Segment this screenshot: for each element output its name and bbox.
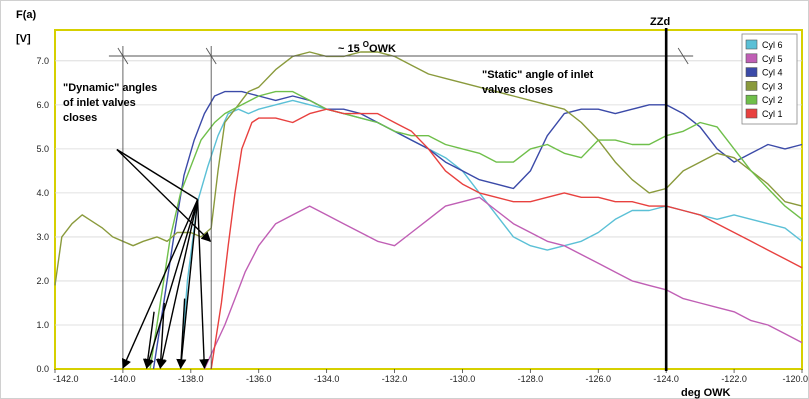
static-label-line1: "Static" angle of inlet: [482, 69, 594, 81]
dynamic-label-line3: closes: [63, 112, 97, 124]
x-tick-label: -140.0: [110, 374, 136, 384]
x-tick-label: -136.0: [246, 374, 272, 384]
y-tick-label: 0.0: [36, 364, 49, 374]
series-line-cyl-3: [54, 51, 803, 286]
pointer-arrow: [144, 199, 199, 369]
y-tick-label: 2.0: [36, 276, 49, 286]
y-tick-label: 4.0: [36, 188, 49, 198]
legend-swatch-cyl-1: [745, 108, 758, 119]
y-tick-label: 7.0: [36, 56, 49, 66]
pointer-arrow: [155, 302, 166, 369]
x-tick-label: -122.0: [721, 374, 747, 384]
legend-label-cyl-6: Cyl 6: [762, 40, 783, 50]
pointer-arrow: [196, 199, 209, 369]
x-tick-label: -120.0: [782, 374, 808, 384]
series-line-cyl-4: [152, 90, 803, 370]
y-axis-label-line1: F(a): [16, 9, 37, 21]
pointer-arrow: [176, 199, 199, 369]
pointer-arrow: [122, 199, 199, 369]
top-span-tick: [205, 47, 217, 65]
series-lines: [54, 51, 803, 370]
x-tick-label: -130.0: [450, 374, 476, 384]
y-tick-label: 3.0: [36, 232, 49, 242]
y-tick-label: 1.0: [36, 320, 49, 330]
legend-swatch-cyl-2: [745, 94, 758, 105]
x-tick-label: -132.0: [382, 374, 408, 384]
zzd-label: ZZd: [650, 16, 670, 28]
legend-label-cyl-3: Cyl 3: [762, 81, 783, 91]
x-tick-label: -142.0: [53, 374, 79, 384]
legend-swatch-cyl-6: [745, 39, 758, 50]
top-span-tick: [677, 47, 689, 65]
series-line-cyl-1: [210, 108, 803, 370]
legend-label-cyl-2: Cyl 2: [762, 95, 783, 105]
static-label-line2: valves closes: [482, 84, 553, 96]
pointer-line: [116, 148, 198, 201]
legend-label-cyl-1: Cyl 1: [762, 109, 783, 119]
pointer-arrow: [116, 148, 212, 243]
x-axis-ticks: -142.0 -140.0 -138.0 -136.0 -134.0 -132.0 -130…: [53, 369, 808, 384]
dynamic-angle-pointers: [116, 148, 212, 369]
x-tick-label: -134.0: [314, 374, 340, 384]
legend-label-cyl-5: Cyl 5: [762, 54, 783, 64]
top-span-label: ~ 15 OOWK: [338, 40, 396, 55]
x-tick-label: -138.0: [178, 374, 204, 384]
y-axis-ticks: 0.0 1.0 2.0 3.0 4.0 5.0 6.0 7.0: [36, 56, 49, 374]
top-span-annotation: [108, 46, 694, 369]
dynamic-label-line1: "Dynamic" angles: [63, 82, 157, 94]
x-tick-label: -124.0: [653, 374, 679, 384]
y-axis-label-line2: [V]: [16, 33, 31, 45]
x-tick-label: -128.0: [518, 374, 544, 384]
series-line-cyl-2: [149, 90, 803, 370]
legend-swatch-cyl-5: [745, 53, 758, 64]
series-line-cyl-5: [203, 196, 803, 370]
legend-swatch-cyl-4: [745, 67, 758, 77]
dynamic-label-line2: of inlet valves: [63, 97, 136, 109]
y-tick-label: 5.0: [36, 144, 49, 154]
pointer-arrow: [142, 311, 155, 369]
legend-label-cyl-4: Cyl 4: [762, 68, 783, 78]
top-span-tick: [117, 47, 129, 65]
legend-swatch-cyl-3: [745, 81, 758, 91]
pointer-arrow: [157, 199, 199, 369]
y-tick-label: 6.0: [36, 100, 49, 110]
x-tick-label: -126.0: [586, 374, 612, 384]
x-axis-label: deg OWK: [681, 387, 731, 399]
pointer-arrow: [176, 298, 187, 369]
legend: Cyl 6 Cyl 5 Cyl 4 Cyl 3 Cyl 2 Cyl 1: [741, 33, 798, 125]
